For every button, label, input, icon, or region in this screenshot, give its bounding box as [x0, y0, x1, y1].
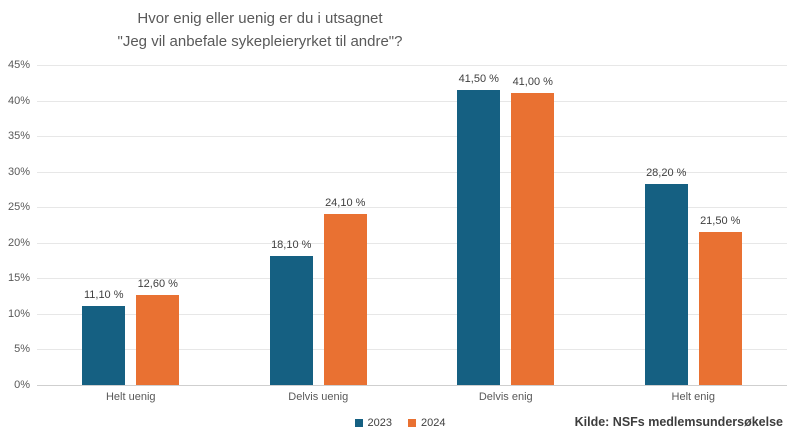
category-label: Helt enig [671, 391, 715, 403]
legend-item-2023: 2023 [354, 417, 392, 429]
bar-wrap-2024: 12,60 % [136, 278, 180, 385]
category-label: Delvis enig [478, 391, 533, 403]
y-axis-tick-label: 0% [14, 379, 30, 391]
value-label-2023: 41,50 % [458, 72, 499, 85]
legend-swatch-2024 [408, 419, 416, 427]
gridline [37, 278, 787, 280]
y-axis-tick-label: 25% [7, 201, 30, 214]
legend-label-2024: 2024 [421, 417, 446, 429]
bar-wrap-2024: 24,10 % [323, 196, 367, 385]
bar-wrap-2023: 41,50 % [457, 72, 501, 385]
bar-wrap-2023: 18,10 % [269, 239, 313, 385]
bar-2024 [511, 93, 555, 385]
chart-title-line-2: "Jeg vil anbefale sykepleieryrket til an… [117, 33, 403, 50]
plot-area: 11,10 % 12,60 % 18,10 % 24,10 % 41,50 % 41,00… [37, 65, 787, 386]
bar-2023 [457, 89, 501, 385]
bar-wrap-2023: 11,10 % [82, 289, 126, 385]
bar-2024 [323, 213, 367, 385]
value-label-2024: 24,10 % [325, 196, 366, 209]
y-axis-tick-label: 30% [7, 165, 30, 178]
y-axis-tick-label: 45% [7, 59, 30, 71]
bar-2023 [82, 306, 126, 385]
value-label-2023: 11,10 % [83, 289, 124, 302]
y-axis-tick-label: 5% [14, 343, 30, 356]
y-axis-tick-label: 10% [7, 307, 30, 320]
value-label-2024: 21,50 % [700, 215, 741, 228]
y-axis: 0% 5% 10% 15% 20% 25% 30% 35% 40% 45% [0, 0, 30, 442]
value-label-2023: 18,10 % [271, 239, 312, 252]
value-label-2024: 41,00 % [512, 76, 553, 89]
bar-group: 11,10 % 12,60 % [37, 65, 225, 385]
bar-group: 41,50 % 41,00 % [412, 65, 600, 385]
bar-wrap-2024: 41,00 % [511, 76, 555, 385]
bar-wrap-2023: 28,20 % [644, 167, 688, 385]
bar-wrap-2024: 21,50 % [698, 215, 742, 385]
bar-2024 [698, 232, 742, 385]
category-label: Delvis uenig [288, 391, 349, 403]
gridline [37, 207, 787, 209]
gridline [37, 136, 787, 138]
legend-item-2024: 2024 [408, 417, 445, 429]
bar-group: 28,20 % 21,50 % [600, 65, 788, 385]
gridline [37, 171, 787, 173]
legend-swatch-2023 [354, 419, 363, 427]
gridline [37, 242, 787, 244]
gridline [37, 100, 787, 102]
gridline [37, 65, 787, 66]
legend-label-2023: 2023 [367, 417, 392, 429]
y-axis-tick-label: 40% [7, 94, 30, 107]
gridline [37, 313, 787, 315]
gridline [37, 349, 787, 351]
bar-2023 [269, 256, 313, 385]
chart-title: Hvor enig eller uenig er du i utsagnet "… [60, 7, 460, 53]
bar-2024 [136, 295, 180, 385]
bar-2023 [644, 184, 688, 385]
bar-group: 18,10 % 24,10 % [225, 65, 413, 385]
x-axis: Helt uenig Delvis uenig Delvis enig Helt en… [37, 391, 787, 403]
chart-title-line-1: Hvor enig eller uenig er du i utsagnet [137, 10, 383, 27]
source-note: Kilde: NSFs medlemsundersøkelse [574, 415, 783, 429]
y-axis-tick-label: 15% [7, 272, 30, 285]
y-axis-tick-label: 20% [7, 236, 30, 249]
value-label-2024: 12,60 % [137, 278, 178, 291]
value-label-2023: 28,20 % [646, 167, 687, 180]
category-label: Helt uenig [105, 391, 156, 403]
legend: 2023 2024 [0, 417, 800, 429]
y-axis-tick-label: 35% [7, 130, 30, 143]
